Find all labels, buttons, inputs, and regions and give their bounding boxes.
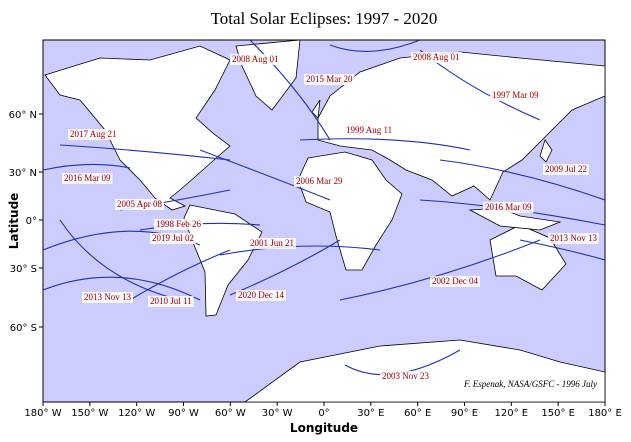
label-bg — [490, 90, 541, 101]
label-bg — [344, 125, 395, 136]
label-bg — [62, 173, 113, 184]
label-bg — [230, 54, 281, 65]
x-tick-label: 180° E — [588, 408, 622, 419]
label-bg — [154, 219, 203, 230]
label-bg — [82, 292, 133, 303]
x-tick-label: 150° E — [541, 408, 575, 419]
x-tick-label: 120° E — [495, 408, 529, 419]
eclipse-label: 2003 Nov 23 — [382, 371, 429, 381]
eclipse-label: 1999 Aug 11 — [346, 125, 392, 135]
eclipse-label: 2002 Dec 04 — [432, 276, 478, 286]
x-tick-label: 30° E — [357, 408, 384, 419]
y-tick-label: 60° S — [10, 323, 37, 334]
x-tick-label: 120° W — [118, 408, 155, 419]
x-tick-label: 60° E — [404, 408, 431, 419]
label-bg — [294, 176, 345, 187]
x-tick-label: 150° W — [71, 408, 108, 419]
eclipse-label: 2017 Aug 21 — [70, 129, 117, 139]
label-bg — [115, 199, 164, 210]
eclipse-label: 2019 Jul 02 — [152, 233, 194, 243]
label-bg — [248, 238, 297, 249]
label-bg — [430, 276, 480, 287]
eclipse-label: 2013 Nov 13 — [550, 233, 597, 243]
eclipse-label: 2006 Mar 29 — [296, 176, 343, 186]
eclipse-label: 2005 Apr 08 — [117, 199, 163, 209]
eclipse-label: 2008 Aug 01 — [232, 54, 279, 64]
label-bg — [483, 202, 534, 213]
y-tick-label: 60° N — [9, 110, 37, 121]
y-tick-label: 0° — [26, 216, 37, 227]
label-bg — [148, 296, 194, 307]
x-axis-label: Longitude — [290, 421, 358, 435]
x-tick-label: 180° W — [24, 408, 61, 419]
label-bg — [411, 52, 462, 63]
eclipse-label: 2010 Jul 11 — [150, 296, 192, 306]
label-bg — [304, 74, 355, 85]
label-bg — [380, 371, 431, 382]
y-axis-label: Latitude — [7, 193, 21, 250]
eclipse-label: 1997 Mar 09 — [492, 90, 539, 100]
x-tick-label: 90° E — [451, 408, 478, 419]
eclipse-label: 2016 Mar 09 — [64, 173, 111, 183]
eclipse-label: 2008 Aug 01 — [413, 52, 460, 62]
eclipse-label: 2013 Nov 13 — [84, 292, 131, 302]
label-bg — [548, 233, 599, 244]
y-tick-label: 30° N — [9, 168, 37, 179]
land — [44, 40, 605, 402]
y-tick-label: 30° S — [10, 264, 37, 275]
eclipse-label: 2020 Dec 14 — [238, 290, 284, 300]
x-tick-label: 30° W — [262, 408, 293, 419]
label-bg — [68, 129, 119, 140]
eclipse-label: 2015 Mar 20 — [306, 74, 353, 84]
title: Total Solar Eclipses: 1997 - 2020 — [211, 9, 438, 28]
eclipse-label: 2001 Jun 21 — [250, 238, 294, 248]
label-bg — [543, 164, 590, 175]
x-tick-label: 60° W — [215, 408, 246, 419]
label-bg — [236, 290, 286, 301]
credit: F. Espenak, NASA/GSFC - 1996 July — [463, 379, 597, 389]
x-tick-label: 0° — [318, 408, 329, 419]
x-tick-label: 90° W — [168, 408, 199, 419]
eclipse-label: 1998 Feb 26 — [156, 219, 202, 229]
eclipse-label: 2009 Jul 22 — [545, 164, 587, 174]
eclipse-label: 2016 Mar 09 — [485, 202, 532, 212]
label-bg — [150, 233, 197, 244]
